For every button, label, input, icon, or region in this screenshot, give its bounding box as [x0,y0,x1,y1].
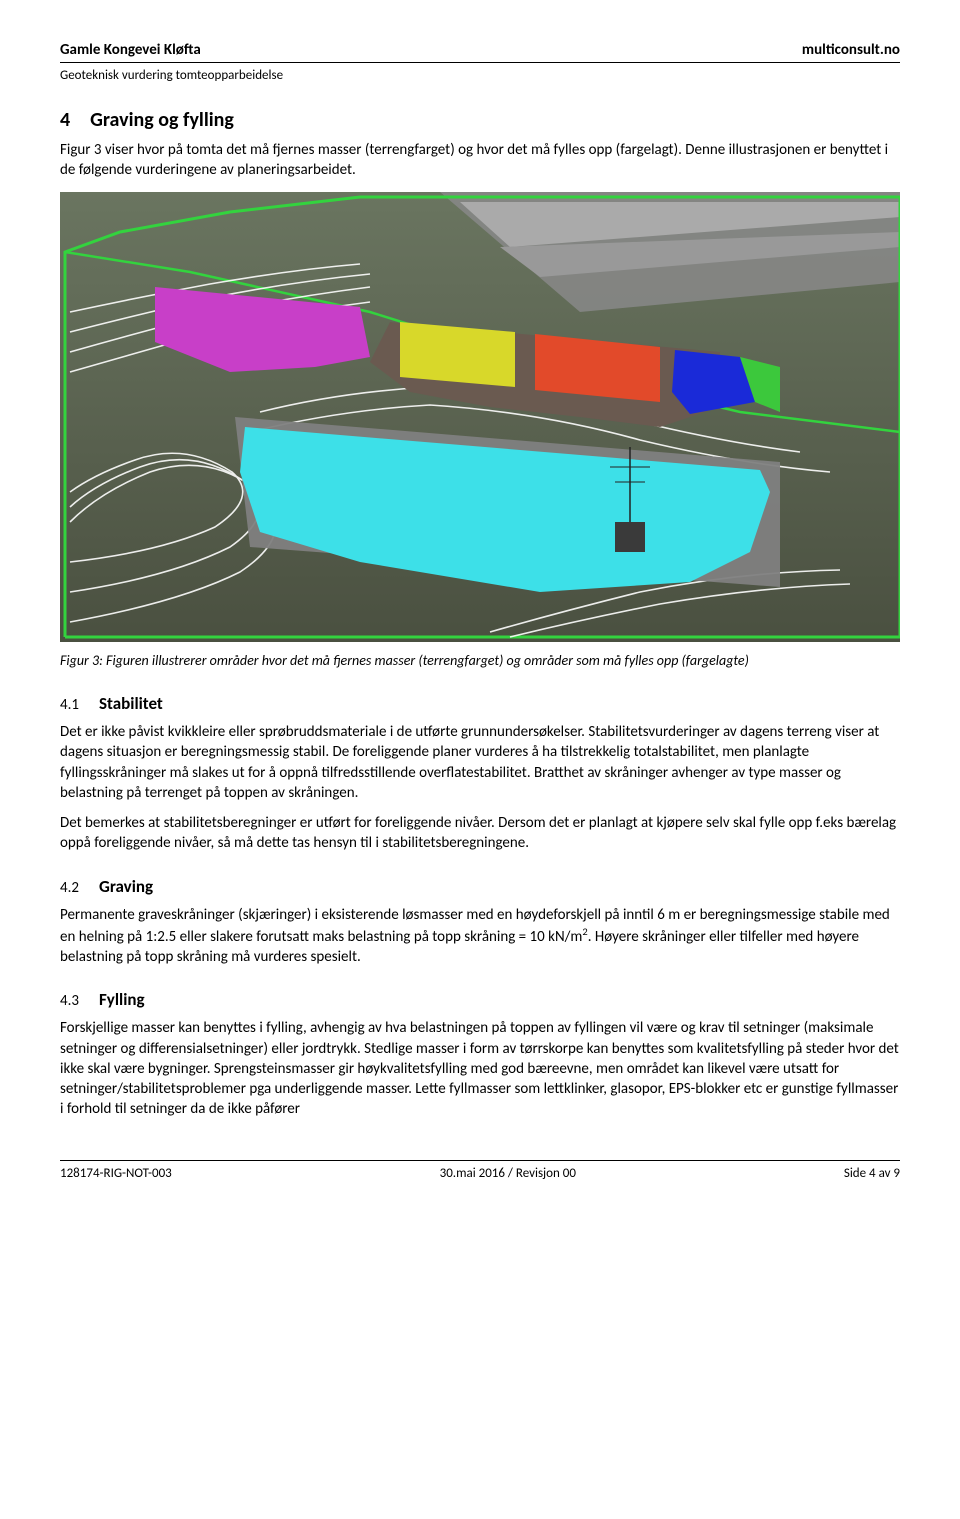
subsection-4-3-heading: 4.3 Fylling [60,989,900,1012]
footer-right: Side 4 av 9 [844,1165,900,1183]
page-footer: 128174-RIG-NOT-003 30.mai 2016 / Revisjo… [60,1160,900,1183]
figure-3 [60,192,900,642]
figure-3-svg [60,192,900,642]
header-right: multiconsult.no [802,40,900,60]
sub41-p1: Det er ikke påvist kvikkleire eller sprø… [60,722,900,803]
subsection-number: 4.3 [60,991,79,1011]
subsection-4-2-heading: 4.2 Graving [60,876,900,899]
section-number: 4 [60,107,70,134]
subsection-title: Fylling [99,989,145,1012]
subsection-title: Stabilitet [99,693,163,716]
subsection-number: 4.2 [60,878,79,898]
header-subtitle: Geoteknisk vurdering tomteopparbeidelse [60,67,900,85]
section-4-heading: 4 Graving og fylling [60,107,900,134]
subsection-title: Graving [99,876,153,899]
sub42-p1: Permanente graveskråninger (skjæringer) … [60,905,900,968]
sub43-p1: Forskjellige masser kan benyttes i fylli… [60,1018,900,1119]
figure-3-caption: Figur 3: Figuren illustrerer områder hvo… [60,652,900,671]
page-header: Gamle Kongevei Kløfta multiconsult.no [60,40,900,63]
sub41-p2: Det bemerkes at stabilitetsberegninger e… [60,813,900,854]
footer-left: 128174-RIG-NOT-003 [60,1165,172,1183]
header-left: Gamle Kongevei Kløfta [60,40,201,60]
section-title: Graving og fylling [90,107,234,134]
section-4-intro: Figur 3 viser hvor på tomta det må fjern… [60,140,900,181]
subsection-number: 4.1 [60,695,79,715]
footer-center: 30.mai 2016 / Revisjon 00 [440,1165,576,1183]
subsection-4-1-heading: 4.1 Stabilitet [60,693,900,716]
